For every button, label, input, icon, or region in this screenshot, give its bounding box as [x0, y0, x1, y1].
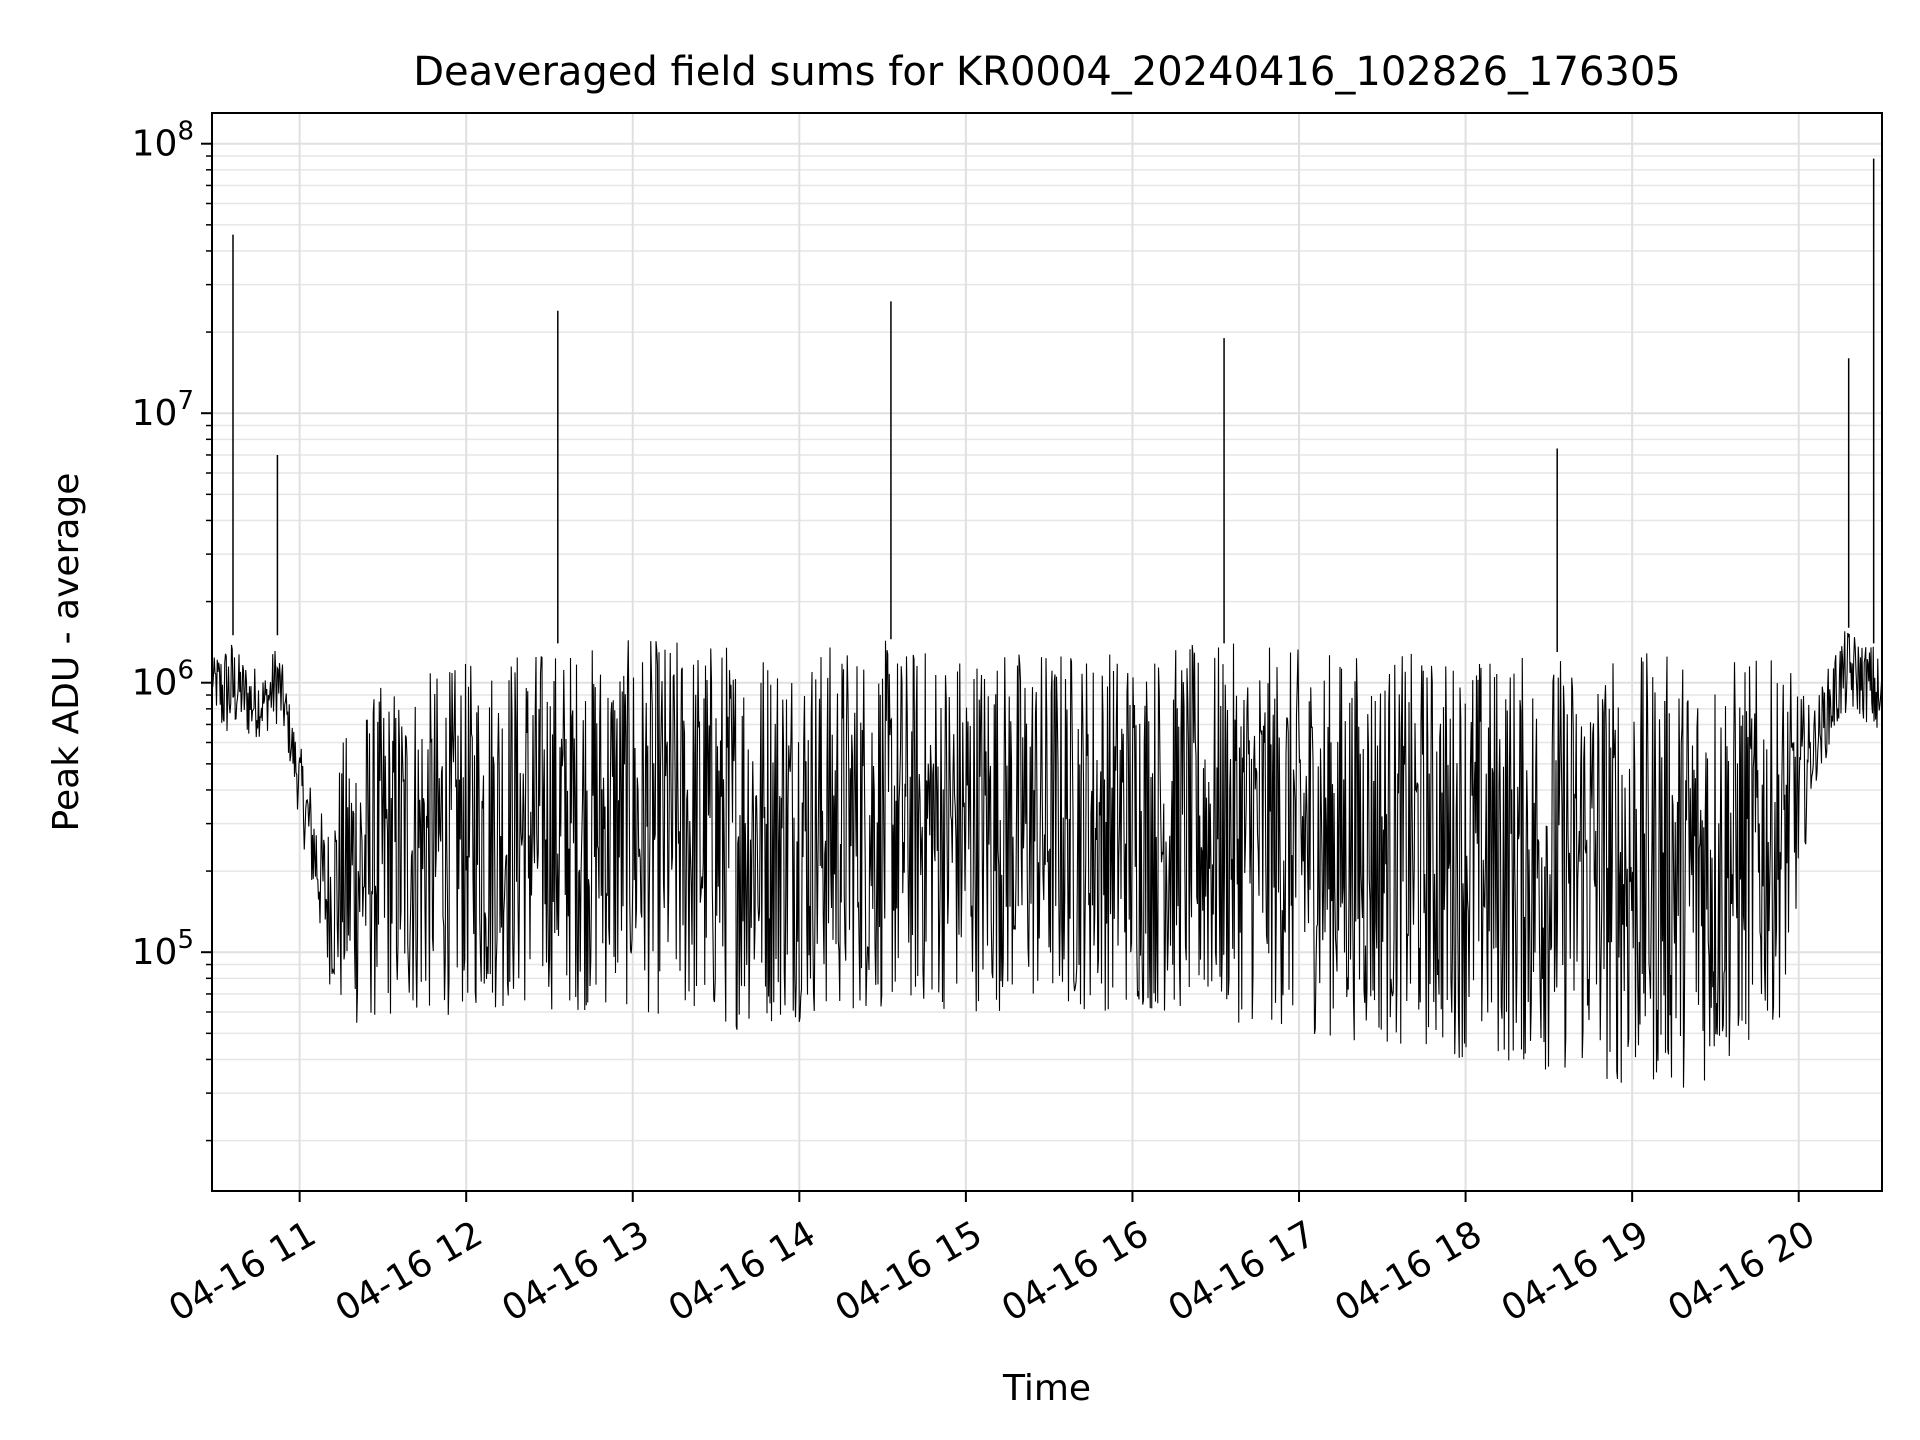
series-line	[211, 631, 1883, 1088]
chart-title: Deaveraged field sums for KR0004_2024041…	[413, 49, 1681, 95]
x-axis-label: Time	[1002, 1368, 1091, 1409]
y-axis-label: Peak ADU - average	[46, 473, 87, 832]
y-tick-label: 107	[132, 386, 194, 434]
y-tick-label: 106	[132, 656, 194, 704]
y-tick-label: 108	[132, 117, 194, 165]
y-tick-label: 105	[132, 925, 194, 973]
y-axis: 105 106 107 108	[132, 117, 212, 1142]
plot-frame	[211, 112, 1883, 1192]
data-series	[211, 158, 1883, 1088]
